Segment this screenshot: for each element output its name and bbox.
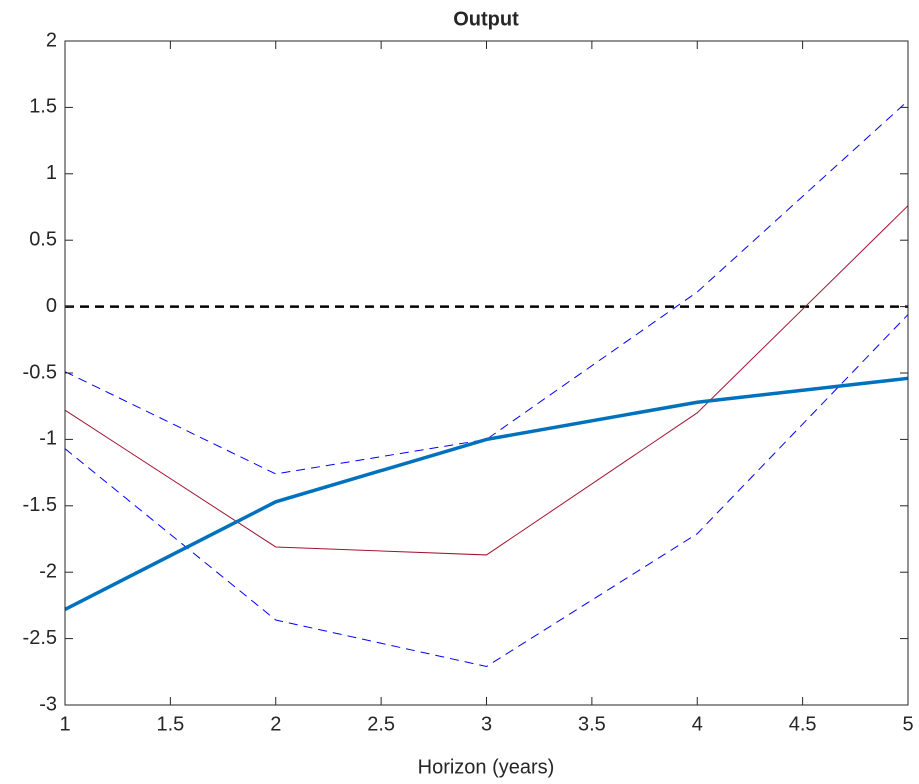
x-tick-label: 1.5 — [156, 713, 184, 735]
series-line — [64, 314, 909, 668]
y-tick-label: -2 — [39, 560, 57, 582]
y-tick-label: -1 — [39, 428, 57, 450]
y-tick-label: 2 — [46, 29, 57, 51]
x-tick-label: 4.5 — [789, 713, 817, 735]
plot-box — [64, 40, 909, 706]
x-axis-label: Horizon (years) — [418, 756, 555, 778]
y-tick-label: 0.5 — [29, 228, 57, 250]
x-tick-label: 3.5 — [578, 713, 606, 735]
x-tick-label: 2.5 — [367, 713, 395, 735]
x-tick-label: 3 — [481, 713, 492, 735]
chart-title: Output — [453, 8, 519, 30]
y-tick-label: 1 — [46, 162, 57, 184]
x-tick-label: 2 — [270, 713, 281, 735]
y-tick-label: -2.5 — [23, 627, 57, 649]
x-tick-label: 5 — [902, 713, 913, 735]
x-tick-label: 1 — [59, 713, 70, 735]
y-tick-label: 0 — [46, 295, 57, 317]
series-line — [64, 205, 909, 556]
y-tick-label: -0.5 — [23, 361, 57, 383]
series-line — [64, 376, 909, 611]
y-tick-label: -3 — [39, 693, 57, 715]
y-tick-label: -1.5 — [23, 494, 57, 516]
x-tick-label: 4 — [692, 713, 703, 735]
series-line — [64, 100, 909, 475]
y-tick-label: 1.5 — [29, 96, 57, 118]
